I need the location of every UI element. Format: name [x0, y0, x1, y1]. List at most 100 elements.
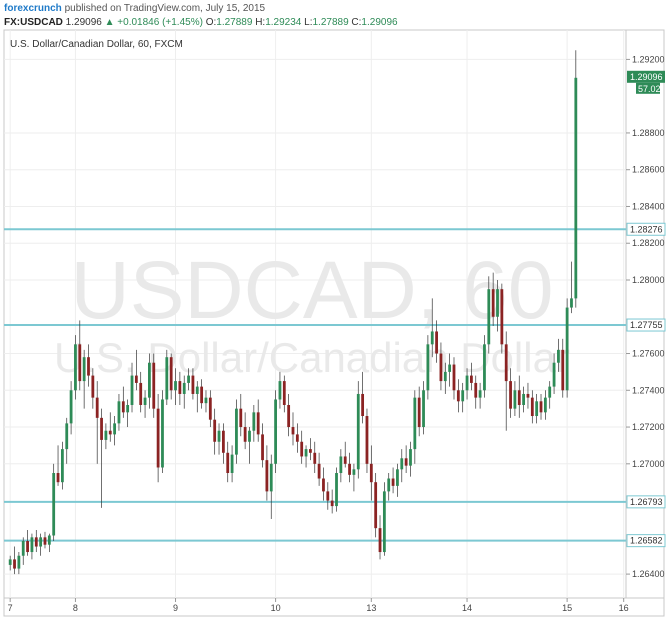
brand-link[interactable]: forexcrunch — [4, 3, 62, 14]
candle-body — [121, 401, 125, 413]
y-tick-label: 1.27000 — [632, 459, 665, 469]
watermark-symbol: USDCAD, 60 — [70, 245, 553, 336]
candle-body — [535, 401, 539, 417]
candle-body — [39, 537, 43, 547]
candle-body — [113, 423, 117, 435]
candle-body — [265, 460, 269, 492]
candle-body — [391, 478, 395, 486]
candle-body — [139, 382, 143, 405]
candle-body — [452, 364, 456, 391]
candle-body — [513, 390, 517, 409]
candle-body — [435, 331, 438, 354]
candle-body — [309, 449, 312, 453]
candle-body — [74, 344, 77, 391]
candle-body — [552, 362, 556, 387]
candle-body — [487, 289, 491, 345]
header-line-2: FX:USDCAD 1.29096 ▲ +0.01846 (+1.45%) O:… — [4, 16, 664, 30]
candle-body — [417, 397, 421, 428]
volume-label-box — [636, 82, 660, 94]
candle-body — [152, 362, 156, 409]
candle-body — [304, 449, 308, 457]
candle-body — [108, 430, 112, 435]
candlesticks — [8, 50, 578, 575]
candle-body — [413, 397, 417, 450]
candle-body — [26, 541, 29, 553]
candle-body — [69, 390, 73, 424]
up-arrow-icon: ▲ — [104, 17, 115, 28]
candle-body — [261, 434, 264, 461]
candle-body — [95, 397, 99, 418]
candle-body — [217, 430, 221, 442]
candle-body — [422, 390, 425, 428]
x-tick-label: 7 — [8, 603, 13, 613]
candle-body — [300, 441, 304, 457]
candle-body — [491, 289, 495, 317]
candle-body — [313, 452, 317, 464]
candle-body — [287, 404, 291, 428]
candle-body — [526, 393, 530, 398]
candle-body — [30, 537, 34, 553]
candle-body — [165, 357, 169, 400]
candle-body — [496, 289, 499, 317]
candle-body — [148, 362, 151, 398]
candle-body — [361, 393, 365, 417]
candle-body — [182, 382, 186, 394]
candle-body — [230, 454, 234, 474]
candle-body — [382, 491, 386, 553]
x-tick-label: 15 — [562, 603, 572, 613]
published-text: published on TradingView.com, July 15, 2… — [64, 3, 266, 14]
candle-body — [317, 463, 321, 479]
high-value: 1.29234 — [265, 17, 302, 28]
candle-body — [378, 528, 382, 553]
candle-body — [65, 423, 69, 450]
candle-body — [396, 469, 399, 486]
candle-body — [570, 298, 573, 308]
candle-body — [500, 289, 504, 345]
candle-body — [448, 364, 452, 372]
candle-body — [104, 430, 108, 440]
candle-body — [339, 456, 343, 474]
candle-body — [483, 344, 486, 391]
candle-body — [178, 381, 182, 394]
candle-body — [400, 458, 404, 470]
candle-body — [322, 478, 325, 492]
y-tick-label: 1.28000 — [632, 275, 665, 285]
level-label: 1.28276 — [630, 224, 663, 234]
candle-body — [235, 408, 238, 455]
candle-body — [517, 390, 521, 405]
candle-body — [295, 434, 299, 442]
change-value: +0.01846 (+1.45%) — [117, 17, 203, 28]
candle-body — [522, 393, 526, 405]
candle-body — [134, 375, 138, 383]
candle-body — [369, 463, 373, 483]
candle-body — [426, 344, 430, 391]
low-label: L: — [304, 17, 313, 28]
open-label: O: — [205, 17, 217, 28]
candle-body — [174, 381, 177, 391]
candle-body — [143, 397, 147, 405]
candle-body — [52, 473, 56, 536]
low-value: 1.27889 — [312, 17, 349, 28]
chart-header: forexcrunch published on TradingView.com… — [4, 2, 664, 30]
level-label-box — [626, 495, 666, 509]
close-label: C: — [351, 17, 362, 28]
level-label-box — [626, 318, 666, 332]
x-tick-label: 8 — [73, 603, 78, 613]
candle-body — [269, 463, 273, 492]
candle-body — [156, 408, 160, 468]
candle-body — [356, 393, 360, 470]
y-tick-label: 1.27400 — [632, 385, 665, 395]
candle-body — [430, 331, 434, 345]
candle-body — [187, 375, 190, 383]
candle-body — [282, 381, 286, 405]
candle-body — [78, 344, 82, 382]
candle-body — [239, 408, 243, 428]
level-label: 1.26582 — [630, 536, 663, 546]
symbol-label[interactable]: FX:USDCAD — [4, 17, 63, 28]
candle-body — [335, 473, 338, 507]
candle-body — [439, 353, 443, 382]
candle-body — [530, 397, 534, 417]
candle-body — [343, 456, 347, 464]
candle-body — [561, 349, 565, 391]
